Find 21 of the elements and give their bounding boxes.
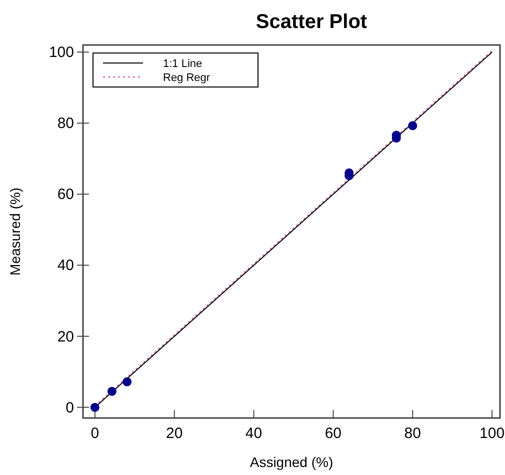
y-tick-label: 60: [57, 186, 74, 204]
y-axis-title: Measured (%): [7, 188, 23, 276]
y-tick-label: 100: [48, 44, 74, 62]
point: [408, 121, 418, 130]
point: [107, 386, 116, 396]
x-axis-title: Assigned (%): [250, 454, 334, 470]
y-tick-label: 40: [57, 257, 74, 274]
chart-title: Scatter Plot: [256, 11, 368, 33]
x-tick-label: 100: [480, 425, 505, 442]
y-tick-label: 80: [57, 115, 74, 132]
point: [122, 377, 132, 386]
x-tick-label: 40: [245, 425, 262, 442]
legend-label: 1:1 Line: [163, 58, 202, 70]
x-tick-label: 20: [166, 425, 183, 442]
x-tick-label: 0: [90, 425, 100, 442]
x-tick-label: 80: [404, 425, 421, 442]
y-tick-label: 0: [66, 399, 74, 416]
legend-label: Reg Regr: [163, 72, 210, 84]
point: [90, 402, 100, 412]
x-tick-label: 60: [324, 425, 342, 442]
y-tick-label: 20: [57, 328, 74, 346]
